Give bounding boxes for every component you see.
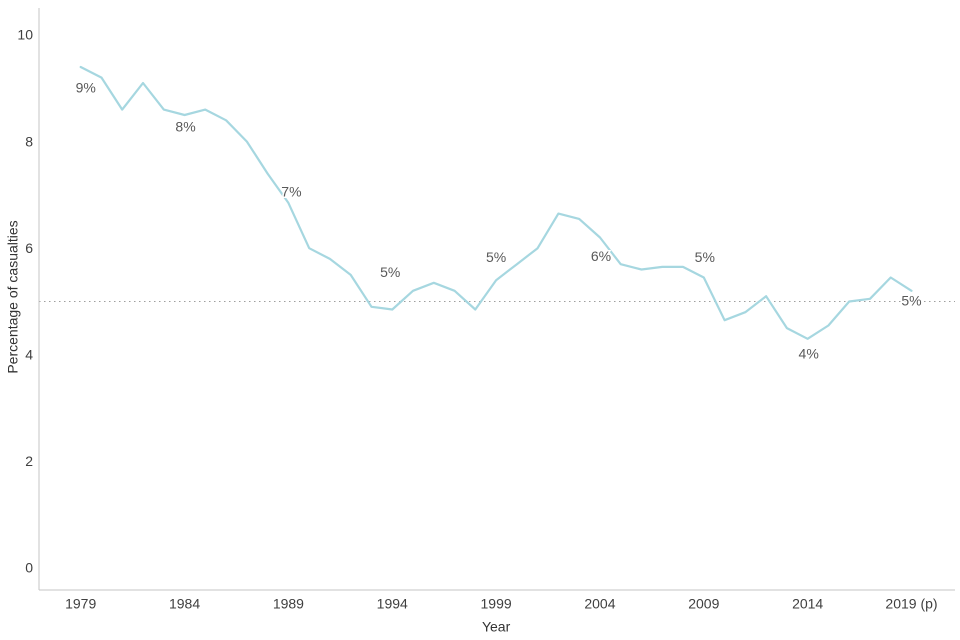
data-point-label: 4% bbox=[799, 346, 819, 362]
y-axis-title: Percentage of casualties bbox=[5, 220, 21, 373]
y-tick-label: 2 bbox=[25, 453, 33, 469]
x-tick-label: 1979 bbox=[65, 596, 96, 612]
data-point-label: 5% bbox=[380, 264, 400, 280]
y-tick-label: 4 bbox=[25, 347, 33, 363]
y-tick-label: 0 bbox=[25, 560, 33, 576]
y-tick-label: 6 bbox=[25, 240, 33, 256]
data-point-label: 6% bbox=[591, 248, 611, 264]
x-tick-label: 1994 bbox=[377, 596, 408, 612]
y-tick-label: 8 bbox=[25, 133, 33, 149]
trend-line bbox=[79, 65, 913, 340]
x-tick-label: 2004 bbox=[584, 596, 615, 612]
x-tick-label: 2009 bbox=[688, 596, 719, 612]
x-axis-title: Year bbox=[482, 619, 511, 635]
data-point-label: 8% bbox=[175, 119, 195, 135]
x-tick-label: 2019 (p) bbox=[885, 596, 937, 612]
y-tick-label: 10 bbox=[17, 27, 33, 43]
data-point-label: 5% bbox=[486, 249, 506, 265]
x-tick-label: 1989 bbox=[273, 596, 304, 612]
x-tick-label: 2014 bbox=[792, 596, 823, 612]
data-point-label: 5% bbox=[901, 293, 921, 309]
data-point-label: 5% bbox=[695, 249, 715, 265]
data-point-label: 7% bbox=[281, 184, 301, 200]
data-point-label: 9% bbox=[76, 80, 96, 96]
x-tick-label: 1999 bbox=[481, 596, 512, 612]
x-tick-label: 1984 bbox=[169, 596, 200, 612]
